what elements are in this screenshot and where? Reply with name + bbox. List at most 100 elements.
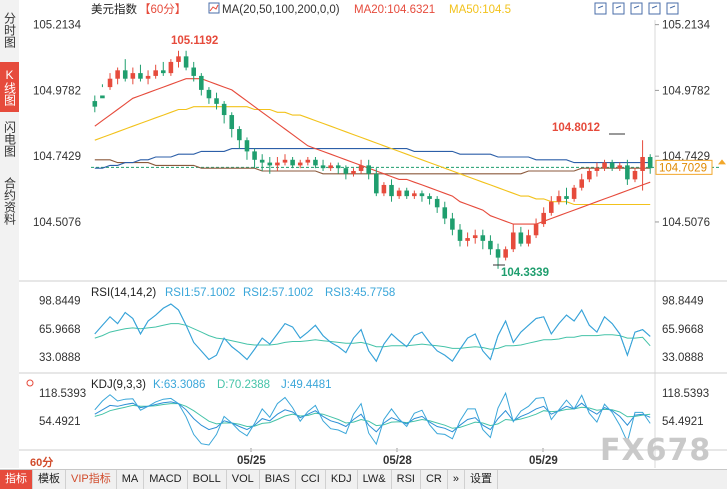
shrink-icon[interactable] [612,2,625,15]
candle-body [145,75,151,79]
candle-body [290,159,295,166]
rsi-tick-left-2: 33.0888 [39,352,81,364]
candle-body [138,73,143,79]
toolbar-tab-11[interactable]: RSI [392,470,421,489]
candle-body [564,196,569,199]
ma20-label: MA20:104.6321 [354,4,435,16]
candle-body [275,162,280,166]
price-tick-left-3: 104.5076 [33,217,81,229]
candle-body [442,207,448,219]
candle-body [412,193,417,197]
chart-background [19,0,727,468]
candle-body [396,190,402,197]
toolbar-tab-12[interactable]: CR [421,470,448,489]
toolbar-tab-8[interactable]: CCI [296,470,326,489]
candle-body [358,165,364,171]
kdj-tick-right-1: 54.4921 [662,416,704,428]
candle-body [587,170,592,180]
toolbar-tab-4[interactable]: MACD [144,470,188,489]
candle-body [594,168,600,171]
toolbar-tab-7[interactable]: BIAS [260,470,296,489]
candle-body [267,162,273,166]
sidebar-tab-0[interactable]: 分时图 [2,12,17,48]
candle-body [602,162,607,169]
candle-body [313,159,318,166]
toolbar-tab-6[interactable]: VOL [227,470,260,489]
watermark: FX678 [600,433,712,468]
rsi-tick-left-0: 98.8449 [39,296,81,308]
toolbar-tab-2[interactable]: VIP指标 [66,470,117,489]
candle-body [510,232,516,250]
rsi1-line [94,303,651,363]
candle-body [526,235,531,244]
window-icon[interactable] [648,2,661,15]
next-icon[interactable] [666,2,679,15]
sidebar-tab-3[interactable]: 合约资料 [2,177,17,225]
sidebar: 分时图 K线图闪电图合约资料 [0,0,20,468]
kdj-d-value: D:70.2388 [217,379,270,391]
candle-body [229,115,235,130]
sidebar-tab-1[interactable]: K线图 [0,62,19,112]
price-tick-right-0: 105.2134 [662,20,711,32]
toolbar-tab-3[interactable]: MA [117,470,145,489]
toolbar-tab-10[interactable]: LW& [358,470,392,489]
expand-icon[interactable] [594,2,607,15]
candle-body [647,156,653,169]
sidebar-tab-2[interactable]: 闪电图 [2,121,17,157]
kdj-tick-left-0: 118.5393 [39,388,86,400]
date-label-0: 05/25 [237,455,266,467]
candle-body [214,98,219,104]
kdj-settings-icon [26,379,34,387]
candle-body [297,162,303,166]
candle-body [328,165,333,169]
rsi-tick-left-1: 65.9668 [39,324,81,336]
ma50-label: MA50:104.5 [449,4,511,16]
toolbar-tab-1[interactable]: 模板 [33,470,66,489]
ma100-line [94,148,651,169]
candle-body [374,173,379,194]
candle-body [130,73,136,79]
rsi-panel: RSI(14,14,2) RSI1:57.1002 RSI2:57.1002 RSI3… [19,287,727,374]
toolbar-tab-14[interactable]: 设置 [465,470,498,489]
kdj-tick-right-0: 118.5393 [662,388,709,400]
rsi2-value: RSI2:57.1002 [243,287,313,299]
candle-body [495,249,501,258]
candle-body [549,201,554,213]
candle-body [640,156,645,171]
window-controls [594,2,679,15]
toolbar-tab-13[interactable]: » [448,470,465,489]
candle-body [244,140,250,152]
kdj-tick-left-1: 54.4921 [39,416,81,428]
candle-body [457,229,463,241]
candle-body [115,70,120,79]
candle-body [92,101,98,107]
restore-icon[interactable] [630,2,643,15]
candle-body [579,179,585,188]
candle-body [160,70,166,74]
candle-body [503,249,508,258]
candle-body [632,170,638,180]
annotation-high-right: 104.8012 [552,122,600,134]
candle-body [343,168,349,174]
toolbar-tab-9[interactable]: KDJ [326,470,358,489]
candle-body [419,193,425,197]
rsi3-value: RSI3:45.7758 [325,287,395,299]
rsi-tick-right-0: 98.8449 [662,296,704,308]
toolbar-tab-0[interactable]: 指标 [0,470,33,489]
date-label-2: 05/29 [529,455,558,467]
candle-body [237,129,242,141]
candle-body [541,212,546,225]
candle-body [320,165,326,169]
candle-body [571,187,577,199]
kdj-panel: KDJ(9,3,3) K:63.3086 D:70.2388 J:49.4481 118… [26,379,709,446]
chart-canvas[interactable]: 美元指数 【60分】 MA(20,50,100,200,0,0) MA20:10… [19,0,727,468]
period-label[interactable]: 60分 [30,457,54,469]
current-price-label: 104.7029 [659,162,707,174]
rsi-tick-right-2: 33.0888 [662,352,704,364]
kdj-label: KDJ(9,3,3) [91,379,146,391]
period-badge[interactable]: 【60分】 [139,3,186,16]
candle-body [389,184,394,197]
candle-body [472,235,478,239]
toolbar-tab-5[interactable]: BOLL [188,470,227,489]
kdj-k-value: K:63.3086 [153,379,205,391]
